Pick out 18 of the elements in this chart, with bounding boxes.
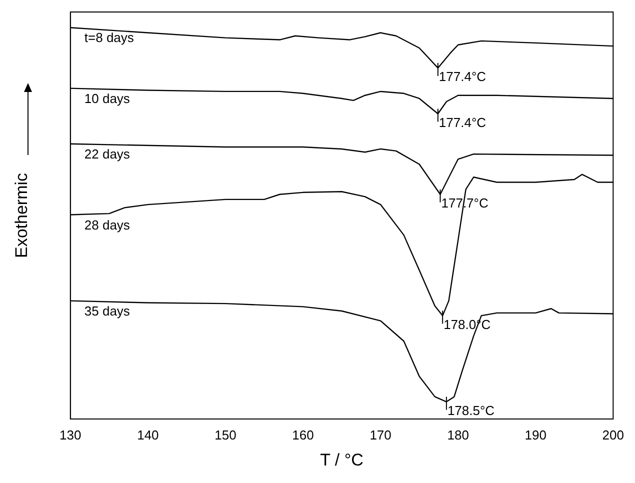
series-label: 22 days: [84, 146, 130, 162]
series-label: 35 days: [84, 303, 130, 318]
y-axis-title: Exothermic: [12, 172, 31, 258]
x-tick-label: 140: [137, 427, 159, 442]
x-tick-label: 200: [602, 427, 624, 442]
annotation: 177.4°C: [438, 114, 486, 130]
series-label: t=8 days: [84, 30, 134, 46]
x-tick-label: 160: [292, 427, 314, 442]
x-tick-label: 190: [524, 427, 546, 442]
series-label: 10 days: [84, 90, 130, 106]
x-tick-label: 130: [60, 427, 82, 442]
x-tick-label: 180: [447, 427, 469, 442]
annotation: 178.5°C: [447, 402, 495, 418]
series-label: 28 days: [84, 217, 130, 232]
x-tick-label: 150: [214, 427, 236, 442]
annotation: 177.4°C: [438, 69, 486, 84]
x-tick-label: 170: [370, 427, 392, 442]
x-axis-title: T / °C: [320, 450, 364, 470]
